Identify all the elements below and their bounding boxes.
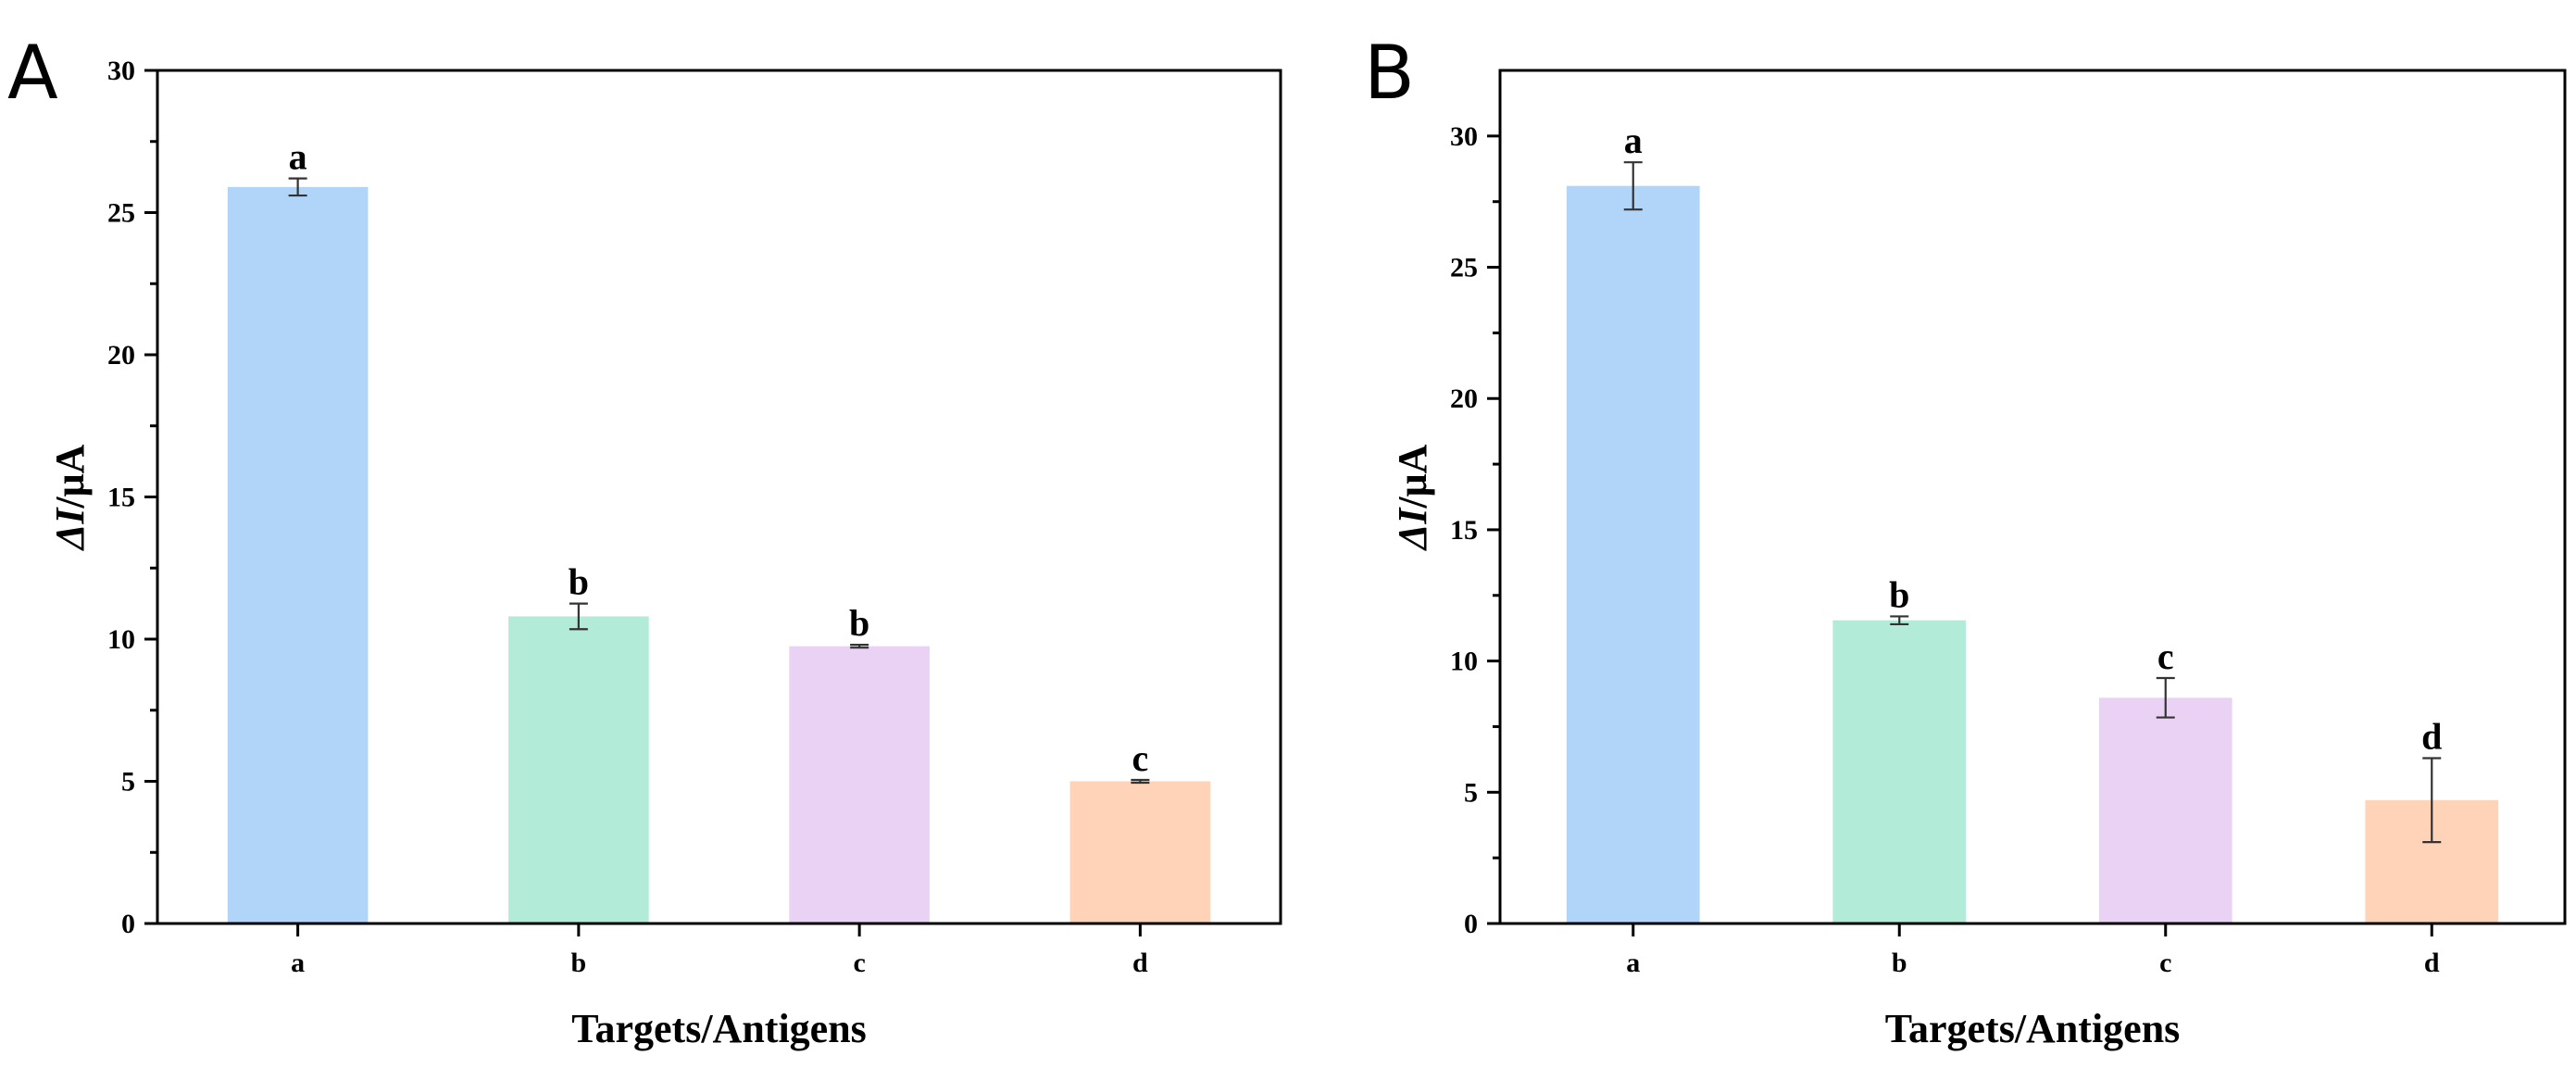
x-tick-label-d: d xyxy=(2424,948,2440,978)
bar-b xyxy=(1832,620,1967,924)
x-tick-label-a: a xyxy=(1626,948,1640,978)
y-axis-title-symbol: ΔI xyxy=(1390,507,1435,552)
y-tick-label-15: 15 xyxy=(1450,515,1478,546)
significance-label-c: b xyxy=(849,602,869,644)
significance-label-d: d xyxy=(2421,715,2442,757)
y-tick-label-30: 30 xyxy=(1450,121,1478,152)
x-tick-label-d: d xyxy=(1132,948,1148,978)
bar-c xyxy=(2098,697,2232,924)
significance-label-d: c xyxy=(1132,737,1148,779)
y-tick-label-20: 20 xyxy=(107,340,135,371)
bar-a xyxy=(227,186,369,924)
significance-label-a: a xyxy=(1624,119,1643,161)
y-axis-title: ΔI/μA xyxy=(47,444,93,551)
y-tick-label-10: 10 xyxy=(1450,647,1478,677)
x-tick-label-b: b xyxy=(1892,948,1907,978)
panel-b: Ba a b b c c d d 0 5 10 15 20 25 30 Targets/Antigens ΔI/… xyxy=(1364,30,2567,1051)
bar-a xyxy=(1566,185,1700,924)
significance-label-c: c xyxy=(2157,635,2174,677)
y-axis-title-unit: /μA xyxy=(1390,444,1435,509)
y-tick-label-25: 25 xyxy=(1450,253,1478,283)
x-tick-label-c: c xyxy=(853,948,865,978)
x-tick-label-b: b xyxy=(571,948,587,978)
y-axis-title-symbol: ΔI xyxy=(47,507,93,552)
x-tick-label-a: a xyxy=(291,948,305,978)
panel-a: Aa a b b b c c d 0 5 10 15 20 25 30 Targets/Antigens ΔI/… xyxy=(7,30,1282,1051)
significance-label-a: a xyxy=(289,136,307,178)
panel-label: A xyxy=(7,30,58,116)
y-tick-label-30: 30 xyxy=(107,56,135,86)
y-axis-title-unit: /μA xyxy=(47,444,93,509)
plot-frame xyxy=(1498,69,2567,925)
significance-label-b: b xyxy=(1889,573,1909,615)
x-tick-label-c: c xyxy=(2159,948,2171,978)
y-axis-title: ΔI/μA xyxy=(1390,444,1435,551)
x-axis-title: Targets/Antigens xyxy=(571,1006,867,1051)
y-tick-label-5: 5 xyxy=(121,767,135,798)
y-tick-label-20: 20 xyxy=(1450,383,1478,414)
y-tick-label-25: 25 xyxy=(107,198,135,229)
panel-label: B xyxy=(1364,30,1415,116)
significance-label-b: b xyxy=(569,561,589,603)
bar-b xyxy=(508,616,649,924)
bar-c xyxy=(789,646,930,924)
y-tick-label-0: 0 xyxy=(1464,909,1478,939)
y-tick-label-10: 10 xyxy=(107,624,135,655)
y-tick-label-15: 15 xyxy=(107,483,135,513)
y-tick-label-0: 0 xyxy=(121,909,135,939)
x-axis-title: Targets/Antigens xyxy=(1885,1006,2181,1051)
bar-d xyxy=(1069,781,1211,924)
y-tick-label-5: 5 xyxy=(1464,777,1478,808)
plot-frame xyxy=(156,69,1282,925)
